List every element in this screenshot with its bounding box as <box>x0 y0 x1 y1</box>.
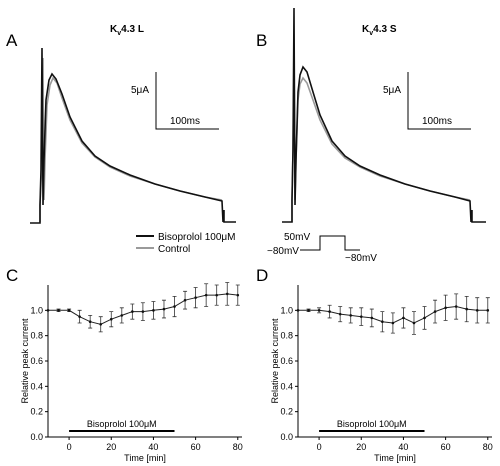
y-tick-label-c: 0.4 <box>30 381 43 391</box>
data-point-c <box>183 298 187 302</box>
scalebar-a-current: 5μA <box>131 85 149 96</box>
y-tick-label-d: 0.0 <box>280 432 293 442</box>
data-point-d <box>423 316 426 320</box>
data-point-d <box>296 309 300 312</box>
y-tick-label-d: 0.2 <box>280 407 293 417</box>
data-point-d <box>444 306 447 310</box>
data-point-d <box>465 307 468 311</box>
data-point-d <box>317 309 321 312</box>
x-tick-label-c: 20 <box>106 442 116 452</box>
data-point-d <box>486 309 490 312</box>
data-point-c <box>120 314 124 317</box>
scalebar-b-time: 100ms <box>422 116 452 127</box>
data-point-c <box>215 293 218 297</box>
trace-b-treatment <box>282 7 486 223</box>
scalebar-b: 5μA 100ms <box>383 72 471 130</box>
data-point-d <box>381 320 384 324</box>
data-point-d <box>454 305 458 308</box>
panel-a-traces <box>30 47 236 224</box>
x-tick-label-c: 40 <box>148 442 158 452</box>
legend-label-treatment: Bisoprolol 100μM <box>158 232 235 243</box>
data-point-c <box>67 309 71 312</box>
data-point-c <box>131 310 134 313</box>
treatment-bar-label-d: Bisoprolol 100μM <box>337 419 407 429</box>
panel-b-traces <box>282 7 486 223</box>
data-point-c <box>194 296 197 299</box>
x-tick-label-d: 80 <box>483 442 493 452</box>
protocol-hold-right: −80mV <box>345 253 377 264</box>
panel-letter-a: A <box>6 31 18 50</box>
panel-letter-b: B <box>256 31 267 50</box>
y-tick-label-d: 1.0 <box>280 305 293 315</box>
y-tick-label-d: 0.4 <box>280 381 293 391</box>
data-point-c <box>78 315 81 318</box>
chart-d: 0.0 0.2 0.4 0.6 0.8 1.0 0 20 40 60 80 Time [min] Rel… <box>270 285 493 463</box>
legend-label-control: Control <box>158 244 190 255</box>
data-point-c <box>57 309 60 312</box>
data-point-c <box>46 309 50 312</box>
data-point-c <box>88 320 92 324</box>
x-axis-label-c: Time [min] <box>124 453 166 463</box>
data-point-c <box>236 293 240 297</box>
data-point-d <box>328 310 331 313</box>
x-tick-label-d: 20 <box>356 442 366 452</box>
data-point-d <box>307 309 310 312</box>
y-tick-label-c: 0.8 <box>30 331 43 341</box>
data-point-c <box>109 317 113 321</box>
scalebar-a: 5μA 100ms <box>131 72 219 130</box>
data-point-c <box>99 322 103 326</box>
y-tick-label-d: 0.6 <box>280 356 293 366</box>
data-point-d <box>433 310 437 313</box>
x-tick-label-d: 60 <box>441 442 451 452</box>
protocol-step-label: 50mV <box>284 232 310 243</box>
trace-a-treatment <box>30 47 236 224</box>
x-tick-label-c: 80 <box>233 442 243 452</box>
y-tick-label-c: 1.0 <box>30 305 43 315</box>
data-point-d <box>370 316 374 320</box>
protocol-hold-left: −80mV <box>267 246 299 257</box>
data-point-c <box>225 292 229 296</box>
y-tick-label-c: 0.6 <box>30 356 43 366</box>
data-point-d <box>475 309 479 312</box>
data-point-c <box>162 307 166 311</box>
x-tick-label-d: 40 <box>398 442 408 452</box>
scalebar-a-time: 100ms <box>170 116 200 127</box>
legend: Bisoprolol 100μM Control <box>136 232 235 255</box>
x-axis-label-d: Time [min] <box>374 453 416 463</box>
y-tick-label-c: 0.0 <box>30 432 43 442</box>
y-tick-label-c: 0.2 <box>30 407 43 417</box>
y-tick-label-d: 0.8 <box>280 331 293 341</box>
panel-letter-d: D <box>256 266 268 285</box>
data-point-c <box>152 309 155 312</box>
data-point-d <box>338 312 342 316</box>
trace-a-control <box>39 57 223 222</box>
trace-b-control <box>291 59 471 222</box>
x-tick-label-c: 60 <box>191 442 201 452</box>
y-axis-label-c: Relative peak current <box>20 318 30 404</box>
x-tick-label-d: 0 <box>317 442 322 452</box>
panel-letter-c: C <box>6 266 18 285</box>
data-point-c <box>141 310 145 313</box>
data-point-d <box>412 321 416 325</box>
voltage-protocol: 50mV −80mV −80mV <box>267 232 377 264</box>
data-point-d <box>402 316 405 320</box>
data-point-c <box>173 305 176 308</box>
data-point-d <box>349 314 353 317</box>
panel-a-title: Kv4.3 L <box>110 24 144 37</box>
y-axis-label-d: Relative peak current <box>270 318 280 404</box>
panel-b-title: Kv4.3 S <box>362 24 397 37</box>
scalebar-b-current: 5μA <box>383 85 401 96</box>
data-point-d <box>391 321 395 325</box>
treatment-bar-label-c: Bisoprolol 100μM <box>87 419 157 429</box>
data-point-d <box>359 315 363 318</box>
data-point-c <box>204 293 208 297</box>
x-tick-label-c: 0 <box>67 442 72 452</box>
chart-c: 0.0 0.2 0.4 0.6 0.8 1.0 0 20 40 60 80 Time [min] Rel… <box>20 282 243 463</box>
